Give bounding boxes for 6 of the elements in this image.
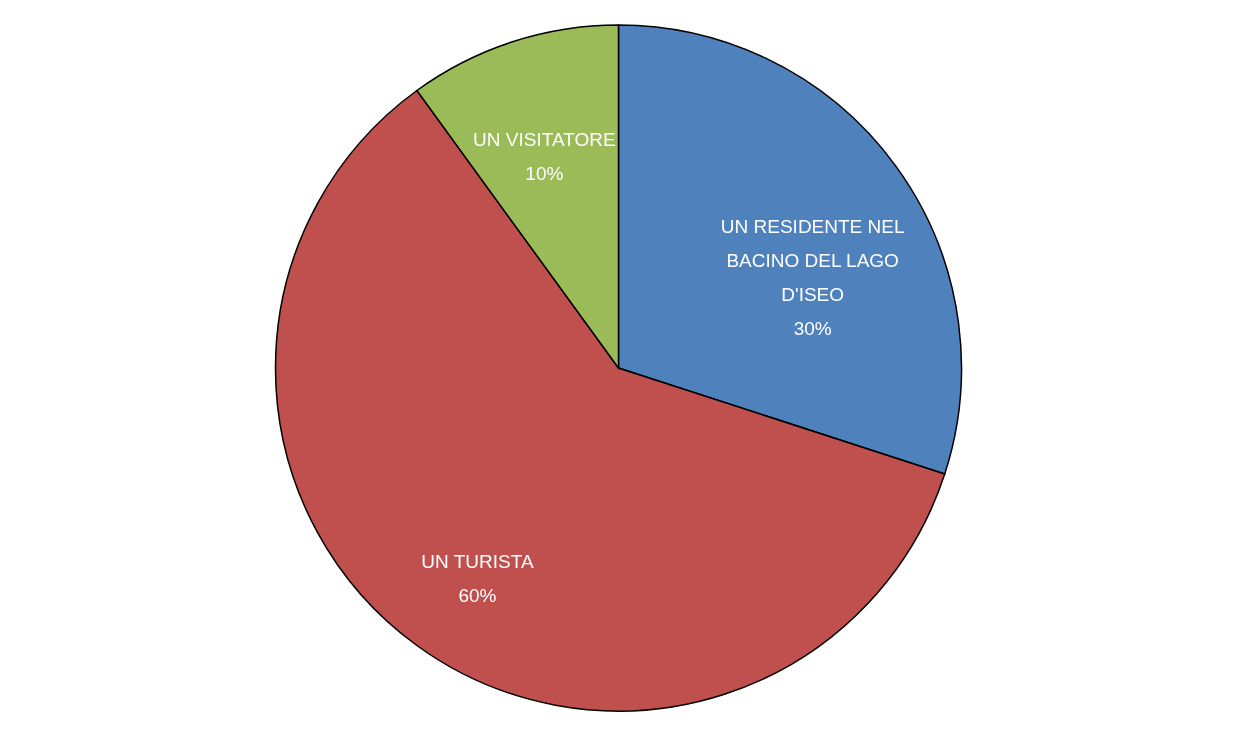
slice-label: UN RESIDENTE NEL BACINO DEL LAGO D'ISEO <box>720 215 905 305</box>
slice-label: UN VISITATORE <box>473 128 616 150</box>
data-label: 30% <box>793 317 832 339</box>
data-label: 60% <box>458 585 497 607</box>
data-label: 10% <box>525 162 564 184</box>
slice-label: UN TURISTA <box>421 551 534 573</box>
